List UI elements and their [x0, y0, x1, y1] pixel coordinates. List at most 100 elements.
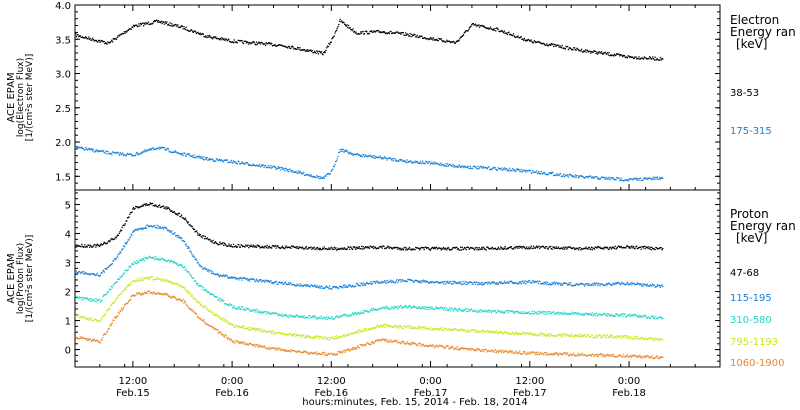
data-point [301, 246, 304, 248]
data-point [217, 243, 219, 245]
data-point [468, 310, 470, 312]
data-point [130, 283, 132, 285]
data-point [252, 42, 254, 44]
data-point [606, 282, 608, 285]
data-point [163, 23, 166, 25]
data-point [443, 165, 445, 167]
data-point [514, 311, 516, 313]
data-point [178, 152, 180, 155]
data-point [200, 34, 202, 36]
data-point [371, 246, 373, 248]
data-point [294, 316, 297, 318]
data-point [403, 325, 405, 327]
data-point [526, 247, 529, 250]
data-point [506, 332, 509, 334]
data-point [367, 32, 370, 35]
data-point [85, 147, 87, 149]
data-point [163, 293, 165, 295]
data-point [342, 314, 345, 316]
data-point [100, 40, 102, 42]
data-point [466, 310, 468, 312]
data-point [598, 282, 600, 285]
data-point [465, 30, 468, 32]
data-point [376, 309, 378, 311]
y-axis-label: log(Proton Flux) [16, 243, 26, 314]
data-point [366, 310, 368, 312]
data-point [496, 169, 498, 171]
data-point [453, 42, 456, 44]
data-point [502, 169, 504, 171]
data-point [631, 56, 633, 58]
data-point [429, 281, 431, 284]
data-point [189, 154, 191, 157]
data-point [251, 344, 253, 346]
data-point [325, 248, 327, 250]
data-point [159, 148, 161, 150]
data-point [639, 283, 641, 286]
data-point [425, 247, 428, 249]
data-point [217, 329, 219, 331]
data-point [610, 284, 612, 286]
data-point [273, 313, 275, 315]
data-point [391, 306, 394, 309]
data-point [97, 41, 99, 43]
data-point [403, 280, 405, 282]
data-point [224, 334, 226, 336]
data-point [561, 44, 563, 47]
data-point [368, 311, 370, 313]
data-point [632, 338, 635, 340]
data-point [432, 281, 435, 284]
data-point [140, 23, 142, 26]
data-point [151, 257, 153, 259]
data-point [432, 246, 434, 249]
data-point [105, 333, 107, 335]
data-point [310, 175, 313, 177]
data-point [101, 149, 104, 152]
data-point [593, 313, 596, 315]
data-point [271, 313, 273, 315]
data-point [284, 45, 286, 47]
data-point [228, 337, 230, 339]
data-point [619, 283, 621, 285]
data-point [506, 281, 509, 283]
data-point [552, 43, 554, 45]
data-point [491, 330, 493, 332]
data-point [141, 22, 143, 25]
data-point [574, 312, 577, 314]
data-point [570, 333, 573, 335]
data-point [220, 242, 223, 245]
data-point [529, 170, 532, 172]
data-point [458, 40, 460, 42]
data-point [76, 34, 78, 36]
data-point [496, 248, 498, 251]
data-point [475, 246, 477, 249]
data-point [125, 302, 127, 305]
data-point [412, 326, 414, 328]
data-point [513, 170, 515, 172]
data-point [455, 246, 457, 249]
data-point [165, 208, 167, 210]
data-point [176, 283, 178, 285]
data-point [90, 273, 92, 275]
data-point [444, 165, 446, 167]
data-point [551, 248, 553, 250]
data-point [95, 300, 97, 303]
data-point [132, 26, 134, 28]
data-point [103, 269, 105, 271]
data-point [397, 31, 399, 33]
data-point [298, 334, 301, 336]
data-point [223, 242, 226, 244]
data-point [431, 247, 433, 249]
data-point [600, 247, 602, 249]
data-point [120, 229, 122, 231]
data-point [587, 313, 590, 315]
data-point [234, 326, 236, 328]
data-point [623, 179, 625, 182]
data-point [608, 314, 610, 316]
data-point [576, 47, 578, 49]
data-point [419, 248, 421, 250]
data-point [635, 337, 637, 340]
data-point [221, 37, 223, 39]
data-point [143, 257, 145, 259]
data-point [80, 336, 82, 338]
